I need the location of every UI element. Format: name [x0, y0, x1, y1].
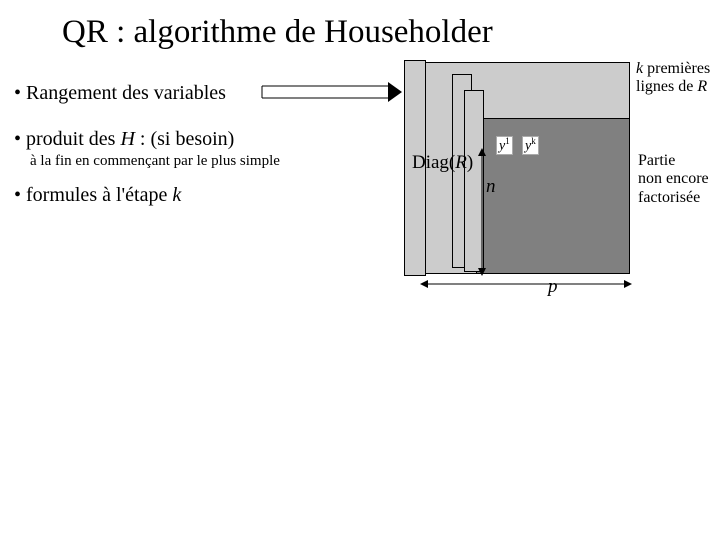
bullet-produit-sub: à la fin en commençant par le plus simpl…	[30, 153, 280, 170]
arrow-to-diagram	[262, 82, 402, 104]
yk-label: yk	[522, 136, 539, 155]
diag-suffix: )	[467, 152, 473, 173]
bullet-rangement: • Rangement des variables	[14, 82, 226, 105]
annot-k-premieres: k premières lignes de R	[636, 60, 710, 97]
yk-sup: k	[531, 136, 536, 146]
n-label: n	[486, 176, 496, 198]
diag-prefix: Diag(	[412, 152, 455, 173]
p-label: p	[548, 276, 558, 298]
annot-partie-l2: non encore	[638, 170, 709, 187]
annot-premieres: premières	[643, 60, 710, 77]
p-arrow	[420, 278, 632, 290]
annot-R: R	[697, 78, 707, 95]
y1-label: y1	[496, 136, 513, 155]
bullet-produit: • produit des H : (si besoin)	[14, 128, 234, 151]
bullet-produit-suffix: : (si besoin)	[135, 128, 234, 150]
bullet-formules: • formules à l'étape k	[14, 184, 181, 207]
annot-partie-l3: factorisée	[638, 189, 700, 206]
diag-R: R	[455, 152, 467, 173]
bullet-formules-k: k	[172, 184, 181, 206]
annot-partie-l1: Partie	[638, 152, 675, 169]
bullet-formules-prefix: • formules à l'étape	[14, 184, 172, 206]
qr-diagram	[418, 60, 648, 290]
annot-partie: Partie non encore factorisée	[638, 152, 709, 207]
bullet-produit-H: H	[120, 128, 134, 150]
annot-lignes-de: lignes de	[636, 78, 697, 95]
y1-sup: 1	[505, 136, 510, 146]
n-arrow	[476, 148, 488, 276]
page-title: QR : algorithme de Householder	[62, 14, 493, 51]
bullet-produit-prefix: • produit des	[14, 128, 120, 150]
diag-r-label: Diag(R)	[412, 152, 473, 174]
